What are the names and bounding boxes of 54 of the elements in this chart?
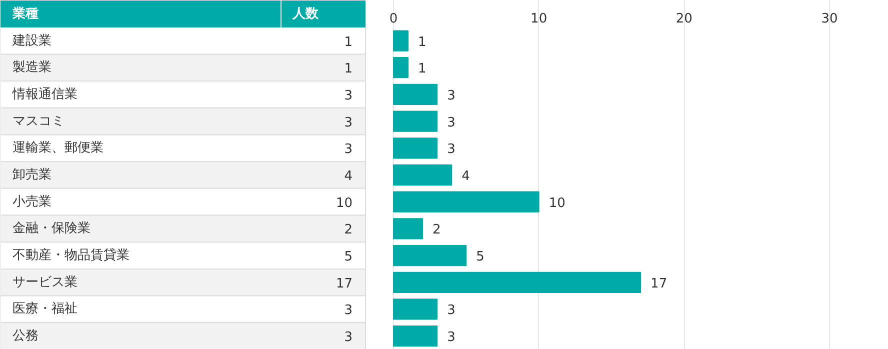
annotation: 1	[418, 34, 426, 50]
bar	[392, 244, 467, 266]
annotation: 2	[432, 222, 441, 238]
bar	[392, 218, 424, 240]
y-tick-label: 不動産・物品賃貸業	[12, 247, 130, 264]
y-tick-label: マスコミ	[12, 114, 64, 129]
annotation: 3	[447, 88, 456, 104]
x-axis-title: 人数	[292, 6, 320, 22]
data-label: 3	[344, 88, 353, 104]
data-label: 5	[344, 250, 353, 265]
y-tick-label: 製造業	[12, 60, 52, 76]
y-axis-title: 業種	[12, 6, 38, 22]
data-label: 2	[344, 222, 353, 238]
bar	[392, 138, 438, 159]
annotation: 17	[650, 276, 668, 292]
annotation: 5	[476, 250, 484, 265]
data-label: 3	[344, 142, 353, 158]
annotation: 4	[462, 169, 470, 184]
y-tick-label: サービス業	[12, 274, 78, 290]
y-tick-label: 金融・保険業	[12, 221, 90, 236]
x-tick-label: 10	[530, 12, 548, 26]
bar	[392, 84, 438, 106]
annotation: 1	[418, 62, 426, 77]
bar	[392, 298, 438, 320]
y-tick-label: 情報通信業	[12, 86, 78, 102]
data-label: 3	[344, 330, 353, 346]
data-label: 4	[344, 169, 353, 184]
data-label: 1	[344, 34, 353, 50]
annotation: 10	[548, 196, 566, 211]
y-tick-label: 卸売業	[12, 168, 52, 182]
data-label: 3	[344, 303, 353, 318]
annotation: 3	[447, 303, 456, 318]
data-label: 10	[336, 196, 353, 211]
x-tick-label: 0	[389, 12, 398, 26]
y-tick-label: 運輸業、郵便業	[12, 140, 104, 156]
bar	[392, 164, 452, 186]
annotation: 3	[447, 142, 456, 158]
bar	[392, 272, 642, 293]
data-label: 1	[344, 62, 353, 77]
x-tick-label: 20	[676, 12, 692, 26]
y-tick-label: 建設業	[12, 33, 52, 48]
y-tick-label: 医療・福祉	[12, 302, 78, 317]
y-tick-label: 小売業	[12, 194, 52, 210]
bar	[392, 57, 409, 78]
y-tick-label: 公務	[12, 328, 38, 344]
data-label: 17	[336, 276, 353, 292]
bar	[392, 30, 409, 52]
bar	[392, 110, 438, 132]
data-label: 3	[344, 115, 353, 130]
annotation: 3	[447, 115, 456, 130]
bar	[392, 326, 438, 347]
bar	[392, 191, 540, 212]
x-tick-label: 30	[821, 12, 838, 26]
annotation: 3	[447, 330, 456, 346]
